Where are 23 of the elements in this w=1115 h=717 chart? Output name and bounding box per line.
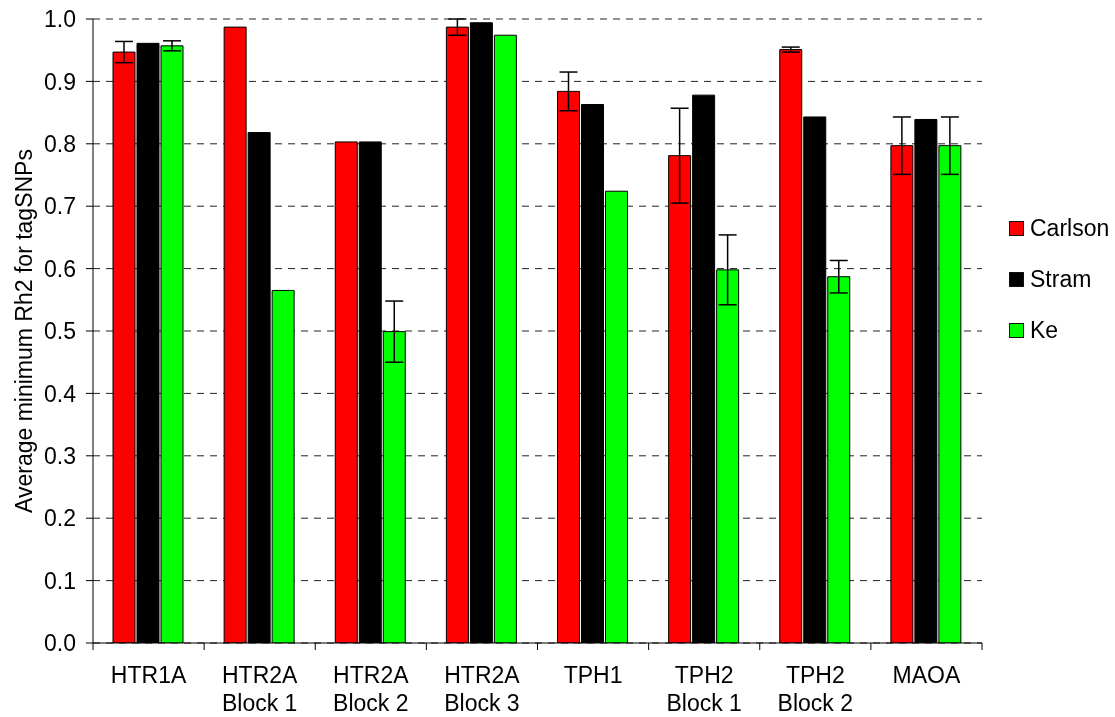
y-tick-label: 0.9 (44, 68, 76, 95)
x-tick-label: TPH1 (563, 662, 623, 688)
y-tick-label: 0.0 (44, 630, 76, 657)
y-tick-label: 0.1 (44, 567, 76, 594)
legend-label: Stram (1030, 266, 1092, 293)
x-tick-label: MAOA (892, 662, 961, 688)
x-tick-label: TPH2 Block 2 (777, 662, 854, 716)
legend-label: Carlson (1030, 215, 1110, 242)
y-tick-label: 0.4 (44, 380, 77, 407)
x-tick-label: HTR1A (110, 662, 187, 688)
x-tick-label: TPH2 Block 1 (666, 662, 742, 716)
y-tick-label: 0.5 (44, 318, 76, 345)
y-tick-label: 1.0 (44, 6, 76, 33)
x-tick-label: HTR2A Block 1 (221, 662, 299, 716)
y-tick-label: 0.2 (44, 505, 76, 532)
y-axis-title: Average minimum Rh2 for tagSNPs (11, 149, 37, 513)
x-tick-label: HTR2A Block 3 (444, 662, 521, 716)
y-tick-label: 0.8 (44, 130, 76, 157)
y-tick-label: 0.3 (44, 442, 76, 469)
legend-label: Ke (1030, 317, 1059, 344)
x-tick-label: HTR2A Block 2 (333, 662, 410, 716)
y-tick-label: 0.7 (44, 193, 76, 220)
y-tick-label: 0.6 (44, 255, 76, 282)
